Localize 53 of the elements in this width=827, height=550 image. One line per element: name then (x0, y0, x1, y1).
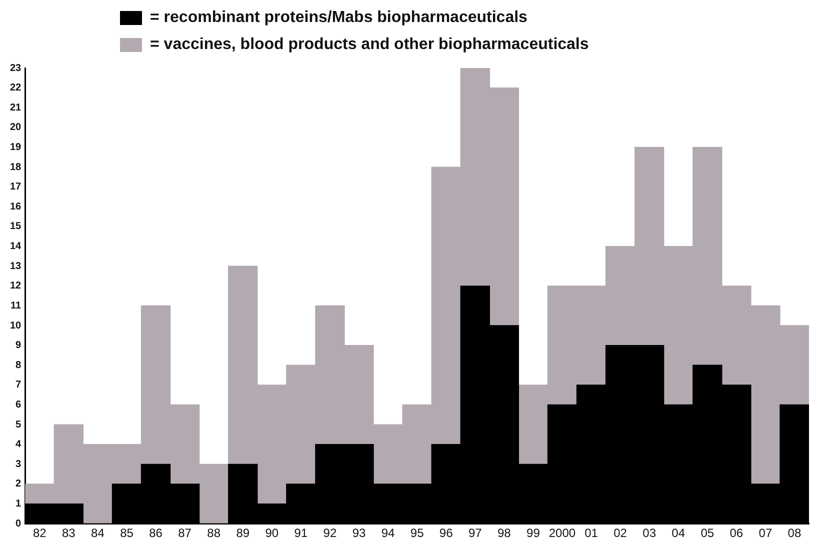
y-tick-label: 3 (16, 458, 22, 470)
legend-label: = recombinant proteins/Mabs biopharmaceuticals (150, 8, 528, 26)
y-tick-label: 13 (10, 260, 22, 272)
y-tick-label: 6 (16, 400, 22, 410)
x-tick-label: 86 (149, 526, 163, 540)
x-tick-label: 96 (439, 526, 454, 540)
x-tick-label: 89 (236, 526, 250, 540)
y-tick-label: 21 (10, 102, 22, 114)
y-tick-label: 12 (10, 280, 22, 292)
x-tick-label: 95 (410, 526, 424, 540)
y-tick-label: 14 (10, 241, 22, 252)
x-tick-label: 83 (62, 526, 76, 540)
x-tick-label: 07 (758, 526, 772, 540)
x-tick-label: 04 (672, 526, 686, 540)
x-tick-label: 87 (178, 526, 192, 540)
x-tick-label: 99 (526, 526, 540, 540)
x-tick-label: 05 (700, 526, 714, 540)
y-tick-label: 17 (10, 182, 22, 193)
y-tick-label: 2 (16, 478, 22, 490)
x-tick-label: 06 (730, 526, 744, 540)
y-tick-label: 22 (10, 82, 22, 94)
y-tick-label: 9 (16, 340, 22, 352)
y-tick-label: 20 (10, 122, 22, 134)
y-tick-label: 7 (16, 380, 22, 391)
y-tick-label: 23 (10, 62, 22, 74)
y-tick-label: 18 (10, 162, 22, 173)
y-tick-label: 11 (10, 300, 22, 312)
legend-label: = vaccines, blood products and other biopharmaceuticals (150, 36, 589, 54)
y-tick-label: 10 (10, 320, 22, 332)
x-tick-label: 93 (352, 526, 366, 540)
x-tick-label: 88 (207, 526, 221, 540)
y-tick-label: 16 (10, 201, 22, 212)
x-tick-label: 92 (323, 526, 337, 540)
x-tick-label: 91 (294, 526, 308, 540)
y-tick-label: 5 (16, 419, 22, 430)
x-tick-label: 94 (381, 526, 396, 540)
y-tick-label: 4 (16, 439, 22, 450)
x-tick-label: 90 (265, 526, 279, 540)
x-tick-label: 01 (584, 526, 598, 540)
y-tick-label: 19 (10, 142, 22, 153)
x-tick-label: 02 (614, 526, 628, 540)
x-tick-label: 85 (120, 526, 134, 540)
x-tick-label: 08 (788, 526, 802, 540)
x-tick-label: 84 (91, 526, 105, 540)
x-tick-label: 03 (642, 526, 656, 540)
x-tick-label: 2000 (548, 526, 576, 540)
x-tick-label: 98 (497, 526, 512, 540)
y-tick-label: 1 (16, 498, 22, 510)
y-tick-label: 0 (16, 518, 22, 530)
y-tick-label: 8 (16, 360, 22, 371)
x-tick-label: 97 (468, 526, 482, 540)
y-tick-label: 15 (10, 221, 22, 232)
x-tick-label: 82 (32, 526, 47, 540)
